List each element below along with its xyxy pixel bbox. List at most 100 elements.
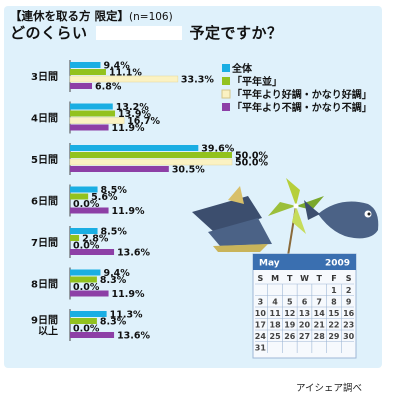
calendar-day: 2 — [346, 286, 352, 295]
bar — [70, 83, 93, 89]
calendar-day: 26 — [284, 332, 296, 341]
value-label: 16.7% — [127, 116, 160, 127]
value-label: 13.6% — [117, 331, 150, 342]
source-credit: アイシェア調べ — [296, 383, 363, 394]
calendar-day: 13 — [299, 309, 310, 318]
bar — [70, 103, 113, 110]
bar — [70, 110, 116, 117]
calendar-day: 17 — [255, 321, 266, 330]
category-label: 6日間 — [31, 196, 58, 208]
calendar-day: 20 — [299, 321, 311, 330]
calendar-day: 7 — [316, 298, 322, 307]
bar — [70, 193, 89, 200]
calendar-day: 30 — [343, 332, 355, 341]
bar — [70, 124, 109, 131]
kabuto-helmet-icon — [192, 186, 272, 252]
bar — [70, 311, 107, 317]
calendar-day: 25 — [270, 332, 282, 341]
legend-label: 「平年より不調・かなり不調」 — [232, 101, 372, 114]
bar — [70, 207, 109, 214]
value-label: 0.0% — [73, 282, 100, 293]
calendar-day: 15 — [328, 309, 340, 318]
bar — [70, 318, 97, 324]
bar — [70, 235, 80, 241]
legend-swatch — [222, 77, 230, 85]
value-label: 11.9% — [112, 123, 145, 134]
bar — [70, 186, 98, 193]
value-label: 8.3% — [100, 317, 127, 328]
calendar-day: 8 — [331, 298, 337, 307]
bar — [70, 228, 98, 234]
calendar-day: 31 — [255, 344, 267, 353]
legend-label: 全体 — [231, 62, 253, 75]
sample-size: (n=106) — [129, 11, 173, 23]
bar — [70, 145, 199, 151]
bar — [70, 276, 97, 283]
calendar-day: 5 — [287, 298, 293, 307]
bar — [70, 69, 106, 75]
value-label: 11.1% — [109, 68, 142, 79]
calendar-day: 21 — [314, 321, 326, 330]
calendar-day: 12 — [284, 309, 295, 318]
calendar-day: 16 — [343, 309, 355, 318]
value-label: 33.3% — [181, 75, 214, 86]
calendar-day: 11 — [270, 309, 282, 318]
legend-label: 「平年より好調・かなり好調」 — [232, 88, 372, 101]
question-blank-box — [95, 26, 182, 40]
value-label: 30.5% — [172, 165, 205, 176]
calendar-weekday: S — [257, 274, 263, 283]
calendar-day: 28 — [314, 332, 326, 341]
value-label: 9.4% — [103, 61, 130, 72]
value-label: 9.4% — [103, 268, 130, 279]
bar — [69, 75, 179, 83]
koinobori-fish-icon — [304, 200, 379, 239]
value-label: 6.8% — [95, 82, 122, 93]
category-label: 7日間 — [31, 237, 58, 249]
value-label: 13.2% — [116, 102, 149, 113]
calendar-day: 4 — [272, 298, 278, 307]
value-label: 13.9% — [118, 109, 151, 120]
calendar-day: 19 — [284, 321, 296, 330]
bar — [70, 290, 109, 297]
category-label: 9日間 — [31, 315, 58, 327]
bar — [70, 62, 101, 68]
calendar-weekday: T — [287, 274, 293, 283]
calendar-day: 23 — [343, 321, 354, 330]
calendar-month: May — [259, 259, 280, 269]
calendar-header — [253, 254, 356, 270]
value-label: 39.6% — [201, 144, 234, 155]
calendar-day: 9 — [346, 298, 352, 307]
bar — [70, 269, 101, 276]
category-label: 4日間 — [31, 113, 58, 125]
calendar-weekday: M — [271, 274, 279, 283]
value-label: 11.3% — [110, 310, 143, 321]
calendar-day: 27 — [299, 332, 310, 341]
value-label: 50.0% — [235, 158, 268, 169]
category-label: 5日間 — [31, 154, 58, 166]
value-label: 13.6% — [117, 248, 150, 259]
category-label: 8日間 — [31, 279, 58, 291]
calendar-day: 29 — [328, 332, 340, 341]
category-label: 以上 — [38, 325, 58, 338]
calendar-weekday: F — [331, 274, 336, 283]
value-label: 2.8% — [82, 234, 109, 245]
value-label: 5.6% — [91, 192, 118, 203]
bar — [69, 158, 233, 166]
bar — [70, 166, 169, 172]
legend-swatch — [222, 103, 230, 111]
bar — [69, 117, 125, 124]
calendar-day: 22 — [328, 321, 339, 330]
calendar-day: 10 — [255, 309, 267, 318]
calendar-weekday: S — [346, 274, 352, 283]
legend-swatch — [221, 89, 231, 99]
value-label: 8.5% — [101, 185, 128, 196]
value-label: 11.9% — [112, 206, 145, 217]
value-label: 8.3% — [100, 275, 127, 286]
pinwheel-icon — [268, 178, 324, 263]
legend-swatch — [222, 64, 230, 72]
value-label: 11.9% — [112, 289, 145, 300]
bar — [70, 249, 115, 255]
calendar-day: 18 — [270, 321, 282, 330]
value-label: 50.0% — [235, 151, 268, 162]
